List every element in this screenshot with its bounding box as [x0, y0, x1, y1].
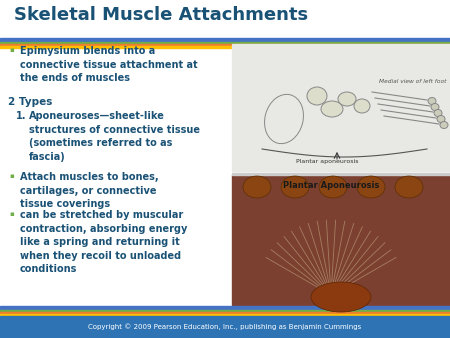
Text: can be stretched by muscular
contraction, absorbing energy
like a spring and ret: can be stretched by muscular contraction…	[20, 210, 187, 274]
Text: Skeletal Muscle Attachments: Skeletal Muscle Attachments	[14, 6, 308, 24]
Text: Plantar Aponeurosis: Plantar Aponeurosis	[283, 181, 379, 190]
Ellipse shape	[440, 121, 448, 128]
Bar	[232, 44, 450, 171]
Bar	[0, 316, 450, 338]
Bar	[0, 46, 450, 48]
Ellipse shape	[434, 110, 442, 117]
Ellipse shape	[395, 176, 423, 198]
Ellipse shape	[321, 101, 343, 117]
Bar	[0, 314, 450, 315]
Text: Medial view of left foot: Medial view of left foot	[378, 79, 446, 84]
Text: 2 Types: 2 Types	[8, 97, 52, 107]
Ellipse shape	[243, 176, 271, 198]
Ellipse shape	[428, 97, 436, 104]
Text: ▪: ▪	[9, 211, 14, 217]
Ellipse shape	[319, 176, 347, 198]
Text: Attach muscles to bones,
cartilages, or connective
tissue coverings: Attach muscles to bones, cartilages, or …	[20, 172, 158, 209]
Ellipse shape	[307, 87, 327, 105]
Bar	[232, 175, 450, 305]
Text: Aponeuroses—sheet-like
structures of connective tissue
(sometimes referred to as: Aponeuroses—sheet-like structures of con…	[29, 111, 200, 162]
Bar	[0, 312, 450, 314]
Text: Epimysium blends into a
connective tissue attachment at
the ends of muscles: Epimysium blends into a connective tissu…	[20, 46, 198, 83]
Text: ▪: ▪	[9, 173, 14, 179]
Ellipse shape	[281, 176, 309, 198]
Bar	[0, 38, 450, 42]
Text: ▪: ▪	[9, 47, 14, 53]
Ellipse shape	[354, 99, 370, 113]
Ellipse shape	[311, 282, 371, 312]
Ellipse shape	[437, 116, 445, 122]
Text: Plantar aponeurosis: Plantar aponeurosis	[296, 159, 358, 164]
Ellipse shape	[357, 176, 385, 198]
Text: Copyright © 2009 Pearson Education, Inc., publishing as Benjamin Cummings: Copyright © 2009 Pearson Education, Inc.…	[88, 324, 362, 330]
Text: 1.: 1.	[16, 111, 27, 121]
Bar	[0, 44, 450, 46]
Ellipse shape	[338, 92, 356, 106]
Ellipse shape	[431, 103, 439, 111]
Bar	[0, 310, 450, 312]
Bar	[0, 42, 450, 44]
Bar	[232, 173, 450, 174]
Bar	[0, 306, 450, 310]
